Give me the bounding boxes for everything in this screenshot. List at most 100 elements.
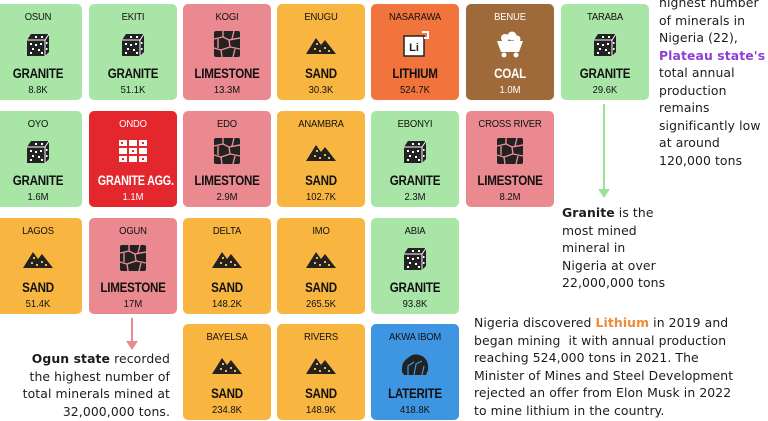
granite-icon [588,28,622,60]
sand-icon [304,28,338,60]
lithium-highlight: Lithium [595,315,650,330]
lithium-note-line: Minister of Mines and Steel Development [474,367,734,383]
mineral-name: LIMESTONE [477,173,543,188]
mineral-name: SAND [211,386,243,401]
plateau-note-line: remains [659,100,710,115]
production-amount: 17M [123,298,143,310]
mineral-name: GRANITE AGG. [97,173,174,188]
state-tile-anambra: ANAMBRA SAND 102.7K [277,111,365,207]
plateau-note-line: significantly low [659,117,761,133]
ogun-note-line: recorded [110,351,170,366]
state-tile-osun: OSUN GRANITE 8.8K [0,4,82,100]
state-tile-kogi: KOGI LIMESTONE 13.3M [183,4,271,100]
mineral-name: LATERITE [388,386,442,401]
state-name: DELTA [212,225,242,237]
state-name: LAGOS [22,225,54,237]
state-name: BENUE [494,11,526,23]
granite-arrow-head-icon [598,189,610,198]
ogun-note-line: the highest number of [29,368,170,384]
state-name: AKWA IBOM [388,331,442,343]
state-name: EBONYI [397,118,433,130]
mineral-name: LIMESTONE [194,173,260,188]
plateau-note-line: of minerals in [659,12,746,28]
sand-icon [304,242,338,274]
coal-icon [493,28,527,60]
state-name: ENUGU [304,11,338,23]
ogun-note-bold: Ogun state [31,351,111,366]
lithium-note-line: began mining it with annual production [474,332,727,348]
granite-icon [398,135,432,167]
production-amount: 13.3M [213,84,241,96]
production-amount: 234.8K [212,404,242,416]
production-amount: 265.5K [306,298,336,310]
production-amount: 51.1K [120,84,146,96]
granite-icon [116,28,150,60]
granite-aggregate-icon [116,135,150,167]
production-amount: 8.8K [28,84,48,96]
state-tile-taraba: TARABA GRANITE 29.6K [561,4,649,100]
state-tile-lagos: LAGOS SAND 51.4K [0,218,82,314]
granite-arrow-line [603,104,605,190]
state-name: RIVERS [303,331,339,343]
mineral-name: GRANITE [389,280,441,295]
lithium-note-line: reaching 524,000 tons in 2021. The [474,350,699,365]
state-name: KOGI [215,11,239,23]
state-name: OGUN [119,225,147,237]
lithium-icon: Li [398,28,432,60]
state-tile-imo: IMO SAND 265.5K [277,218,365,314]
mineral-name: GRANITE [107,66,159,81]
lithium-note-line: Nigeria discovered [474,315,596,330]
plateau-note-line: production [659,82,727,98]
granite-note-line: 22,000,000 tons [562,275,666,290]
state-name: OSUN [24,11,52,23]
state-tile-edo: EDO LIMESTONE 2.9M [183,111,271,207]
state-tile-oyo: OYO GRANITE 1.6M [0,111,82,207]
state-tile-abia: ABIA GRANITE 93.8K [371,218,459,314]
production-amount: 1.0M [499,84,521,96]
production-amount: 148.9K [306,404,336,416]
state-tile-rivers: RIVERS SAND 148.9K [277,324,365,420]
mineral-name: LIMESTONE [194,66,260,81]
lithium-note-line: rejected an offer from Elon Musk in 2022 [474,385,732,400]
plateau-note-line: Nigeria (22), [659,30,738,45]
state-tile-ondo: ONDO GRANITE AGG. 1.1M [89,111,177,207]
ogun-note: Ogun state recorded the highest number o… [2,350,170,420]
mineral-name: SAND [305,66,337,81]
state-name: TARABA [586,11,624,23]
granite-icon [398,242,432,274]
lithium-note: Nigeria discovered Lithium in 2019 and b… [474,314,768,419]
mineral-name: SAND [305,280,337,295]
state-tile-benue: BENUE COAL 1.0M [466,4,554,100]
state-name: IMO [312,225,330,237]
state-tile-akwa-ibom: AKWA IBOM LATERITE 418.8K [371,324,459,420]
granite-icon [21,28,55,60]
limestone-icon [493,135,527,167]
limestone-icon [210,28,244,60]
state-name: EKITI [121,11,145,23]
state-name: EDO [217,118,237,130]
granite-note-bold: Granite [562,205,615,220]
production-amount: 51.4K [25,298,51,310]
plateau-note: highest number of minerals in Nigeria (2… [659,0,768,169]
limestone-icon [210,135,244,167]
production-amount: 524.7K [400,84,430,96]
production-amount: 2.3M [404,191,426,203]
state-name: CROSS RIVER [478,118,542,130]
granite-note-line: Nigeria at over [562,257,656,273]
mineral-name: SAND [211,280,243,295]
state-tile-ekiti: EKITI GRANITE 51.1K [89,4,177,100]
state-tile-ogun: OGUN LIMESTONE 17M [89,218,177,314]
mineral-name: SAND [305,173,337,188]
plateau-note-line: at around [659,135,720,150]
production-amount: 102.7K [306,191,336,203]
mineral-name: GRANITE [12,173,64,188]
ogun-arrow-line [131,318,133,342]
granite-note-line: most mined [562,222,637,238]
granite-icon [21,135,55,167]
state-tile-delta: DELTA SAND 148.2K [183,218,271,314]
production-amount: 148.2K [212,298,242,310]
mineral-name: GRANITE [12,66,64,81]
mineral-name: LIMESTONE [100,280,166,295]
state-tile-cross-river: CROSS RIVER LIMESTONE 8.2M [466,111,554,207]
